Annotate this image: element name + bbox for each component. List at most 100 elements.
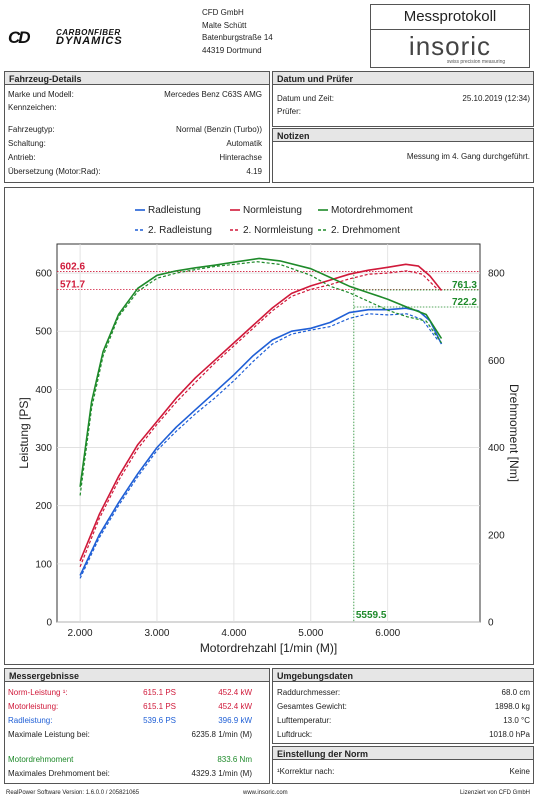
cd-mark: CD <box>8 28 31 47</box>
y-axis-label: Leistung [PS] <box>17 397 31 468</box>
vehicle-label: Übersetzung (Motor:Rad): <box>8 167 101 176</box>
legend-label: Motordrehmoment <box>331 205 413 216</box>
y2-tick-label: 800 <box>488 269 505 280</box>
cfd-logo: CD CARBONFIBER DYNAMICS <box>8 28 193 48</box>
vehicle-label: Fahrzeugtyp: <box>8 125 55 134</box>
series-line <box>79 313 439 579</box>
x-tick-label: 3.000 <box>144 628 169 639</box>
result-label-norm: Norm-Leistung ¹: <box>8 688 68 697</box>
insoric-logo: insoric <box>408 31 492 61</box>
torque-marker-label: 722.2 <box>452 297 477 308</box>
date-label: Prüfer: <box>277 107 302 116</box>
vehicle-label: Schaltung: <box>8 139 46 148</box>
norm-value: Keine <box>509 767 530 776</box>
y-tick-label: 100 <box>35 559 52 570</box>
x-tick-label: 4.000 <box>221 628 246 639</box>
legend-label: Normleistung <box>243 205 302 216</box>
footer-license: Lizenziert von CFD GmbH <box>459 790 530 796</box>
notes-section-title: Notizen <box>272 128 534 142</box>
norm-section-title: Einstellung der Norm <box>272 746 534 760</box>
y-tick-label: 200 <box>35 501 52 512</box>
protocol-divider <box>371 29 529 30</box>
x-axis-label: Motordrehzahl [1/min (M)] <box>200 641 337 655</box>
address-line: CFD GmbH <box>202 8 244 17</box>
env-value: 68.0 cm <box>501 688 530 697</box>
env-label: Lufttemperatur: <box>277 716 332 725</box>
vehicle-section <box>4 85 270 183</box>
results-section <box>4 682 270 784</box>
result-kw-norm: 452.4 kW <box>218 688 252 697</box>
series-line <box>79 307 443 576</box>
vehicle-label: Kennzeichen: <box>8 103 57 112</box>
result-ps-norm: 615.1 PS <box>143 688 176 697</box>
power-marker-label: 602.6 <box>60 262 85 273</box>
brand-bottom: DYNAMICS <box>56 35 123 47</box>
plot-area <box>56 243 481 623</box>
vehicle-value: Mercedes Benz C63S AMG <box>164 90 262 99</box>
max-power-value: 6235.8 1/min (M) <box>191 730 252 739</box>
power-marker-label: 571.7 <box>60 280 85 291</box>
torque-value: 833.6 Nm <box>217 755 252 764</box>
y-tick-label: 400 <box>35 385 52 396</box>
y2-tick-label: 0 <box>488 618 494 629</box>
environment-section <box>272 682 534 744</box>
legend-label: 2. Drehmoment <box>331 225 400 236</box>
result-label-rad: Radleistung: <box>8 716 53 725</box>
footer-website[interactable]: www.insoric.com <box>243 790 288 796</box>
y-tick-label: 600 <box>35 269 52 280</box>
x-tick-label: 2.000 <box>68 628 93 639</box>
series-line <box>79 270 439 568</box>
y2-axis-label: Drehmoment [Nm] <box>507 384 521 482</box>
x-tick-label: 5.000 <box>298 628 323 639</box>
vehicle-value: Automatik <box>226 139 262 148</box>
y2-tick-label: 400 <box>488 443 505 454</box>
y2-tick-label: 200 <box>488 530 505 541</box>
address-block: CFD GmbH Malte Schütt Batenburgstraße 14… <box>202 7 273 57</box>
address-line: Malte Schütt <box>202 20 247 30</box>
date-section-title: Datum und Prüfer <box>272 71 534 85</box>
legend-label: 2. Normleistung <box>243 225 313 236</box>
max-power-label: Maximale Leistung bei: <box>8 730 90 739</box>
legend-label: 2. Radleistung <box>148 225 212 236</box>
env-label: Luftdruck: <box>277 730 313 739</box>
torque-label: Motordrehmoment <box>8 755 74 764</box>
y-tick-label: 0 <box>46 618 52 629</box>
y-tick-label: 500 <box>35 327 52 338</box>
address-line: 44319 Dortmund <box>202 45 262 55</box>
result-kw-rad: 396.9 kW <box>218 716 252 725</box>
max-torque-label: Maximales Drehmoment bei: <box>8 769 110 778</box>
x-tick-label: 6.000 <box>375 628 400 639</box>
results-section-title: Messergebnisse <box>4 668 270 682</box>
environment-section-title: Umgebungsdaten <box>272 668 534 682</box>
result-label-motor: Motorleistung: <box>8 702 59 711</box>
vehicle-label: Marke und Modell: <box>8 90 74 99</box>
env-label: Gesamtes Gewicht: <box>277 702 347 711</box>
norm-label: ¹Korrektur nach: <box>277 767 335 776</box>
norm-section <box>272 760 534 784</box>
vehicle-label: Antrieb: <box>8 153 36 162</box>
y2-tick-label: 600 <box>488 356 505 367</box>
vehicle-section-title: Fahrzeug-Details <box>4 71 270 85</box>
rpm-marker-label: 5559.5 <box>356 610 387 621</box>
vehicle-value: Hinterachse <box>219 153 262 162</box>
series-line <box>79 261 442 496</box>
insoric-tagline: swiss precision measuring <box>446 59 506 65</box>
notes-text: Messung im 4. Gang durchgeführt. <box>406 152 530 161</box>
torque-marker-label: 761.3 <box>452 280 477 291</box>
chart-frame <box>4 187 534 665</box>
date-label: Datum und Zeit: <box>277 94 334 103</box>
y-tick-label: 300 <box>35 443 52 454</box>
date-value: 25.10.2019 (12:34) <box>462 94 530 103</box>
vehicle-value: 4.19 <box>246 167 262 176</box>
env-value: 1898.0 kg <box>494 702 530 711</box>
env-value: 13.0 °C <box>503 716 530 725</box>
vehicle-value: Normal (Benzin (Turbo)) <box>176 125 262 134</box>
env-value: 1018.0 hPa <box>489 730 530 739</box>
env-label: Raddurchmesser: <box>277 688 341 697</box>
result-ps-motor: 615.1 PS <box>143 702 176 711</box>
protocol-box: Messprotokoll insoric swiss precision me… <box>370 4 530 68</box>
address-line: Batenburgstraße 14 <box>202 33 273 42</box>
result-kw-motor: 452.4 kW <box>218 702 252 711</box>
series-line <box>79 257 443 487</box>
